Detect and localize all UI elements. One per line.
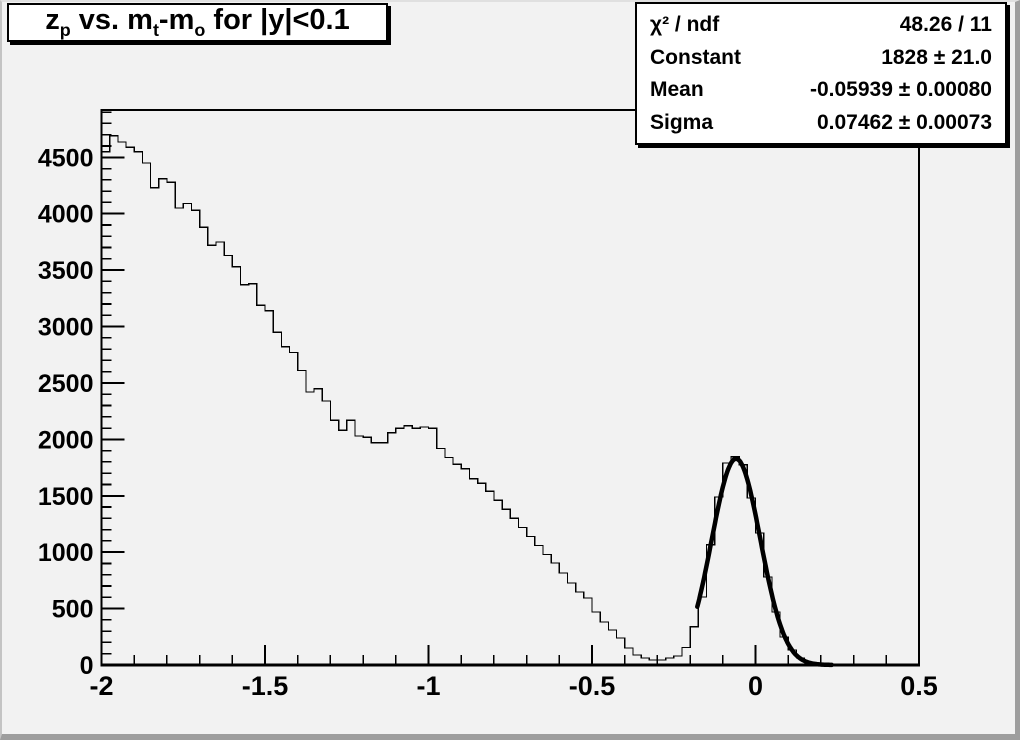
x-tick-label: 0.5 [900, 671, 938, 701]
stats-value-mean: -0.05939 ± 0.00080 [809, 78, 992, 102]
stats-value-sigma: 0.07462 ± 0.00073 [816, 111, 992, 135]
title-box: zp vs. mt-mo for |y|<0.1 [7, 3, 388, 42]
x-tick-label: -0.5 [569, 671, 616, 701]
stats-row-chi2: χ² / ndf 48.26 / 11 [637, 9, 1005, 40]
y-tick-label: 3000 [38, 314, 94, 342]
stats-row-sigma: Sigma 0.07462 ± 0.00073 [637, 107, 1005, 138]
y-tick-label: 4500 [38, 144, 94, 172]
stats-label-chi2: χ² / ndf [650, 12, 720, 36]
stats-label-mean: Mean [650, 78, 704, 102]
y-tick-label: 2500 [38, 370, 94, 398]
stats-value-constant: 1828 ± 21.0 [881, 45, 992, 69]
stats-value-chi2: 48.26 / 11 [899, 12, 992, 36]
stats-box: χ² / ndf 48.26 / 11 Constant 1828 ± 21.0… [635, 2, 1007, 145]
stats-label-sigma: Sigma [650, 111, 714, 135]
stats-row-constant: Constant 1828 ± 21.0 [637, 42, 1005, 73]
y-tick-label: 2000 [38, 426, 94, 454]
stats-label-constant: Constant [650, 45, 741, 69]
y-tick-label: 4000 [38, 201, 94, 229]
x-tick-label: 0 [748, 671, 763, 701]
x-tick-label: -2 [89, 671, 113, 701]
plot-frame [100, 109, 920, 666]
histogram-line [101, 135, 919, 666]
y-tick-label: 1500 [38, 483, 94, 511]
gaussian-fit-curve [695, 456, 834, 668]
chart-title: zp vs. mt-mo for |y|<0.1 [45, 4, 350, 40]
y-tick-label: 1000 [38, 539, 94, 567]
x-tick-label: -1.5 [242, 671, 289, 701]
stats-row-mean: Mean -0.05939 ± 0.00080 [637, 74, 1005, 105]
x-tick-label: -1 [416, 671, 440, 701]
y-tick-label: 3500 [38, 257, 94, 285]
y-tick-label: 500 [52, 596, 94, 624]
y-tick-label: 0 [80, 652, 94, 680]
